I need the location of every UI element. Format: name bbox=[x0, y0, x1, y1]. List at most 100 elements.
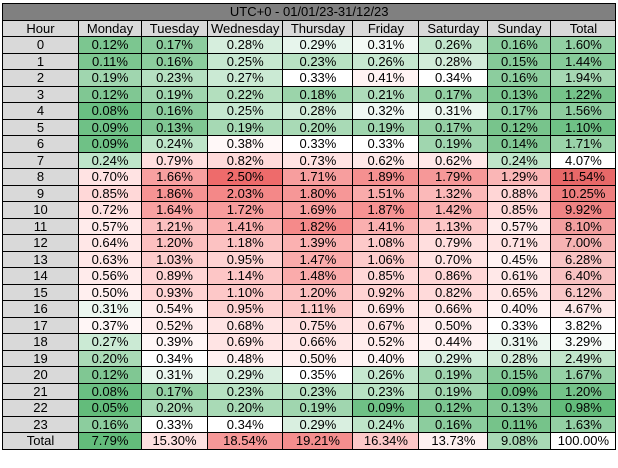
friday-cell: 0.92% bbox=[352, 283, 420, 301]
friday-cell: 0.62% bbox=[352, 151, 420, 169]
table-row: 12 0.64% 1.20% 1.18% 1.39% 1.08% 0.79% 0.71% 7.0… bbox=[2, 234, 617, 252]
hour-cell: 12 bbox=[2, 234, 79, 252]
total-cell: 11.54% bbox=[550, 168, 617, 186]
table-row: 7 0.24% 0.79% 0.82% 0.73% 0.62% 0.62% 0.24% 4.07… bbox=[2, 151, 617, 169]
saturday-cell: 0.12% bbox=[418, 399, 489, 417]
saturday-cell: 0.44% bbox=[418, 333, 489, 351]
hour-cell: 4 bbox=[2, 102, 79, 120]
thursday-cell: 0.75% bbox=[282, 316, 354, 334]
sunday-cell: 0.31% bbox=[487, 333, 552, 351]
sunday-cell: 1.29% bbox=[487, 168, 552, 186]
tuesday-cell: 0.24% bbox=[141, 135, 208, 153]
thursday-cell: 0.29% bbox=[282, 415, 354, 433]
thursday-cell: 1.20% bbox=[282, 283, 354, 301]
wednesday-cell: 0.82% bbox=[206, 151, 284, 169]
friday-cell: 1.87% bbox=[352, 201, 420, 219]
monday-cell: 0.85% bbox=[78, 184, 142, 202]
monday-cell: 0.08% bbox=[78, 102, 142, 120]
total-cell: 4.67% bbox=[550, 300, 617, 318]
wednesday-cell: 0.68% bbox=[206, 316, 284, 334]
table-row: 10 0.72% 1.64% 1.72% 1.69% 1.87% 1.42% 0.85% 9.9… bbox=[2, 201, 617, 219]
table-row: 18 0.27% 0.39% 0.69% 0.66% 0.52% 0.44% 0.31% 3.2… bbox=[2, 333, 617, 351]
saturday-cell: 0.62% bbox=[418, 151, 489, 169]
total-cell: 10.25% bbox=[550, 184, 617, 202]
total-friday-cell: 16.34% bbox=[352, 432, 420, 450]
friday-cell: 0.26% bbox=[352, 52, 420, 70]
sunday-cell: 0.09% bbox=[487, 382, 552, 400]
total-cell: 6.40% bbox=[550, 267, 617, 285]
thursday-cell: 0.33% bbox=[282, 135, 354, 153]
total-cell: 3.82% bbox=[550, 316, 617, 334]
wednesday-cell: 1.72% bbox=[206, 201, 284, 219]
tuesday-cell: 1.86% bbox=[141, 184, 208, 202]
wednesday-cell: 0.25% bbox=[206, 102, 284, 120]
total-cell: 6.28% bbox=[550, 250, 617, 268]
hour-cell: 13 bbox=[2, 250, 79, 268]
sunday-cell: 0.11% bbox=[487, 415, 552, 433]
sunday-cell: 0.85% bbox=[487, 201, 552, 219]
friday-cell: 1.89% bbox=[352, 168, 420, 186]
thursday-cell: 1.47% bbox=[282, 250, 354, 268]
monday-cell: 0.37% bbox=[78, 316, 142, 334]
sunday-cell: 0.65% bbox=[487, 283, 552, 301]
monday-cell: 0.64% bbox=[78, 234, 142, 252]
title-row: UTC+0 - 01/01/23-31/12/23 bbox=[1, 3, 617, 21]
sunday-cell: 0.28% bbox=[487, 349, 552, 367]
wednesday-cell: 2.03% bbox=[206, 184, 284, 202]
header-wednesday: Wednesday bbox=[206, 19, 284, 37]
header-saturday: Saturday bbox=[418, 19, 489, 37]
hour-cell: 8 bbox=[2, 168, 79, 186]
table-row: 9 0.85% 1.86% 2.03% 1.80% 1.51% 1.32% 0.88% 10.2… bbox=[2, 184, 617, 202]
sunday-cell: 0.61% bbox=[487, 267, 552, 285]
monday-cell: 0.56% bbox=[78, 267, 142, 285]
tuesday-cell: 1.21% bbox=[141, 217, 208, 235]
table-row: 5 0.09% 0.13% 0.19% 0.20% 0.19% 0.17% 0.12% 1.10… bbox=[2, 118, 617, 136]
total-cell: 1.10% bbox=[550, 118, 617, 136]
total-cell: 1.60% bbox=[550, 36, 617, 54]
tuesday-cell: 1.03% bbox=[141, 250, 208, 268]
hour-cell: 21 bbox=[2, 382, 79, 400]
tuesday-cell: 1.64% bbox=[141, 201, 208, 219]
sunday-cell: 0.33% bbox=[487, 316, 552, 334]
tuesday-cell: 1.66% bbox=[141, 168, 208, 186]
saturday-cell: 0.70% bbox=[418, 250, 489, 268]
total-saturday-cell: 13.73% bbox=[418, 432, 489, 450]
table-row: 22 0.05% 0.20% 0.20% 0.19% 0.09% 0.12% 0.13% 0.9… bbox=[2, 399, 617, 417]
sunday-cell: 0.15% bbox=[487, 52, 552, 70]
friday-cell: 0.26% bbox=[352, 366, 420, 384]
hour-cell: 0 bbox=[2, 36, 79, 54]
tuesday-cell: 0.31% bbox=[141, 366, 208, 384]
saturday-cell: 1.13% bbox=[418, 217, 489, 235]
table-row: 23 0.16% 0.33% 0.34% 0.29% 0.24% 0.16% 0.11% 1.6… bbox=[2, 415, 617, 433]
table-row: 3 0.12% 0.19% 0.22% 0.18% 0.21% 0.17% 0.13% 1.22… bbox=[2, 85, 617, 103]
table-row: 6 0.09% 0.24% 0.38% 0.33% 0.33% 0.19% 0.14% 1.71… bbox=[2, 135, 617, 153]
thursday-cell: 1.71% bbox=[282, 168, 354, 186]
table-container: UTC+0 - 01/01/23-31/12/23 Hour Monday Tu… bbox=[1, 3, 617, 450]
total-row: Total 7.79% 15.30% 18.54% 19.21% 16.34% 13.73%… bbox=[2, 432, 617, 450]
table-row: 8 0.70% 1.66% 2.50% 1.71% 1.89% 1.79% 1.29% 11.5… bbox=[2, 168, 617, 186]
sunday-cell: 0.14% bbox=[487, 135, 552, 153]
tuesday-cell: 0.54% bbox=[141, 300, 208, 318]
wednesday-cell: 0.95% bbox=[206, 250, 284, 268]
thursday-cell: 0.66% bbox=[282, 333, 354, 351]
friday-cell: 1.41% bbox=[352, 217, 420, 235]
total-total-cell: 100.00% bbox=[550, 432, 617, 450]
thursday-cell: 0.19% bbox=[282, 399, 354, 417]
friday-cell: 0.21% bbox=[352, 85, 420, 103]
total-cell: 1.22% bbox=[550, 85, 617, 103]
table-row: 14 0.56% 0.89% 1.14% 1.48% 0.85% 0.86% 0.61% 6.4… bbox=[2, 267, 617, 285]
sunday-cell: 0.71% bbox=[487, 234, 552, 252]
thursday-cell: 1.80% bbox=[282, 184, 354, 202]
friday-cell: 0.85% bbox=[352, 267, 420, 285]
hour-cell: 1 bbox=[2, 52, 79, 70]
friday-cell: 1.51% bbox=[352, 184, 420, 202]
friday-cell: 0.24% bbox=[352, 415, 420, 433]
tuesday-cell: 0.13% bbox=[141, 118, 208, 136]
thursday-cell: 1.69% bbox=[282, 201, 354, 219]
monday-cell: 0.19% bbox=[78, 69, 142, 87]
friday-cell: 0.52% bbox=[352, 333, 420, 351]
tuesday-cell: 0.16% bbox=[141, 52, 208, 70]
friday-cell: 0.33% bbox=[352, 135, 420, 153]
total-cell: 8.10% bbox=[550, 217, 617, 235]
wednesday-cell: 0.48% bbox=[206, 349, 284, 367]
